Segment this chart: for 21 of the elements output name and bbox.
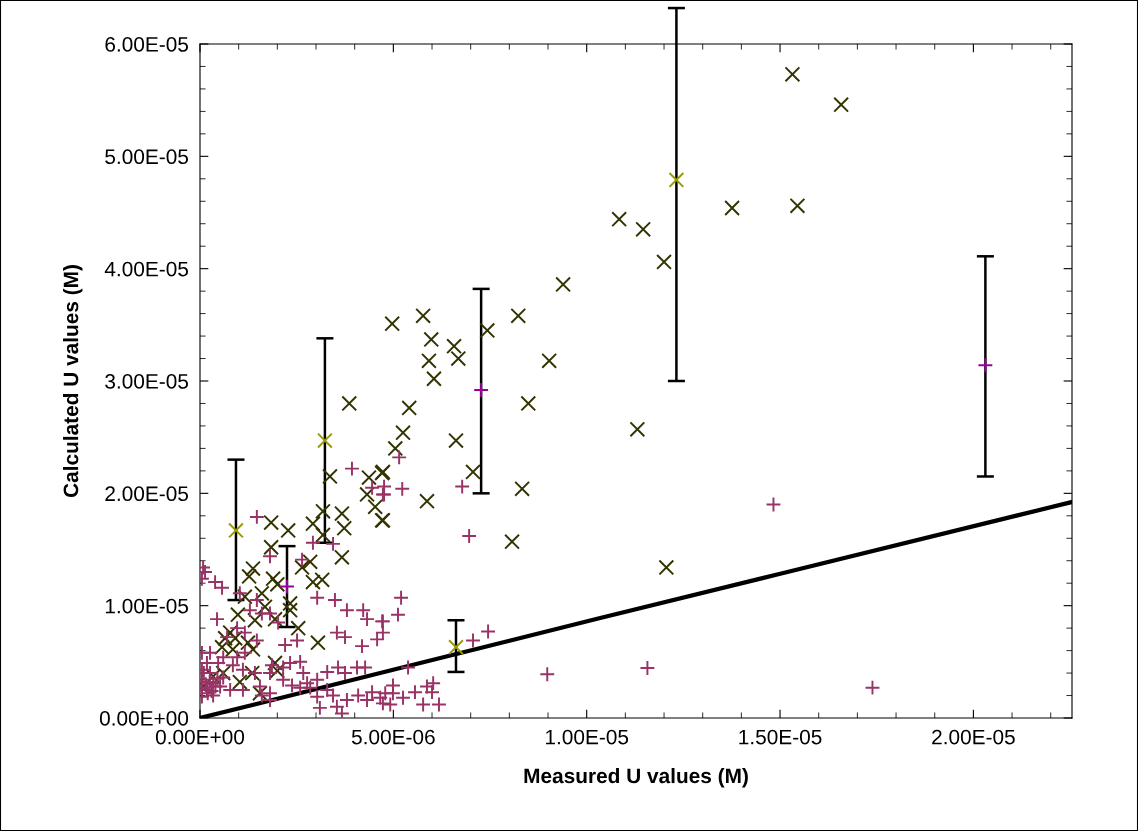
point [668,172,685,188]
point [977,357,994,374]
point [279,578,295,595]
y-axis-title: Calculated U values (M) [63,265,83,498]
x-tick-label: 1.00E-05 [546,729,629,745]
y-tick-label: 4.00E-05 [104,261,189,277]
point [316,432,333,449]
point [473,382,490,398]
x-axis-title: Measured U values (M) [524,767,748,788]
y-tick-label: 5.00E-05 [105,149,189,165]
x-tick-label: 1.50E-05 [739,729,822,745]
y-tick-label: 1.00E-05 [105,598,189,614]
x-tick-label: 2.00E-05 [932,729,1015,745]
point [448,639,464,656]
y-tick-label: 0.00E+00 [99,711,189,726]
x-tick-label: 0.00E+00 [155,729,245,745]
y-tick-label: 6.00E-05 [105,37,189,52]
y-tick-label: 3.00E-05 [105,374,189,389]
point [228,522,244,539]
y-tick-label: 2.00E-05 [105,486,189,502]
x-tick-label: 5.00E-06 [351,729,435,745]
